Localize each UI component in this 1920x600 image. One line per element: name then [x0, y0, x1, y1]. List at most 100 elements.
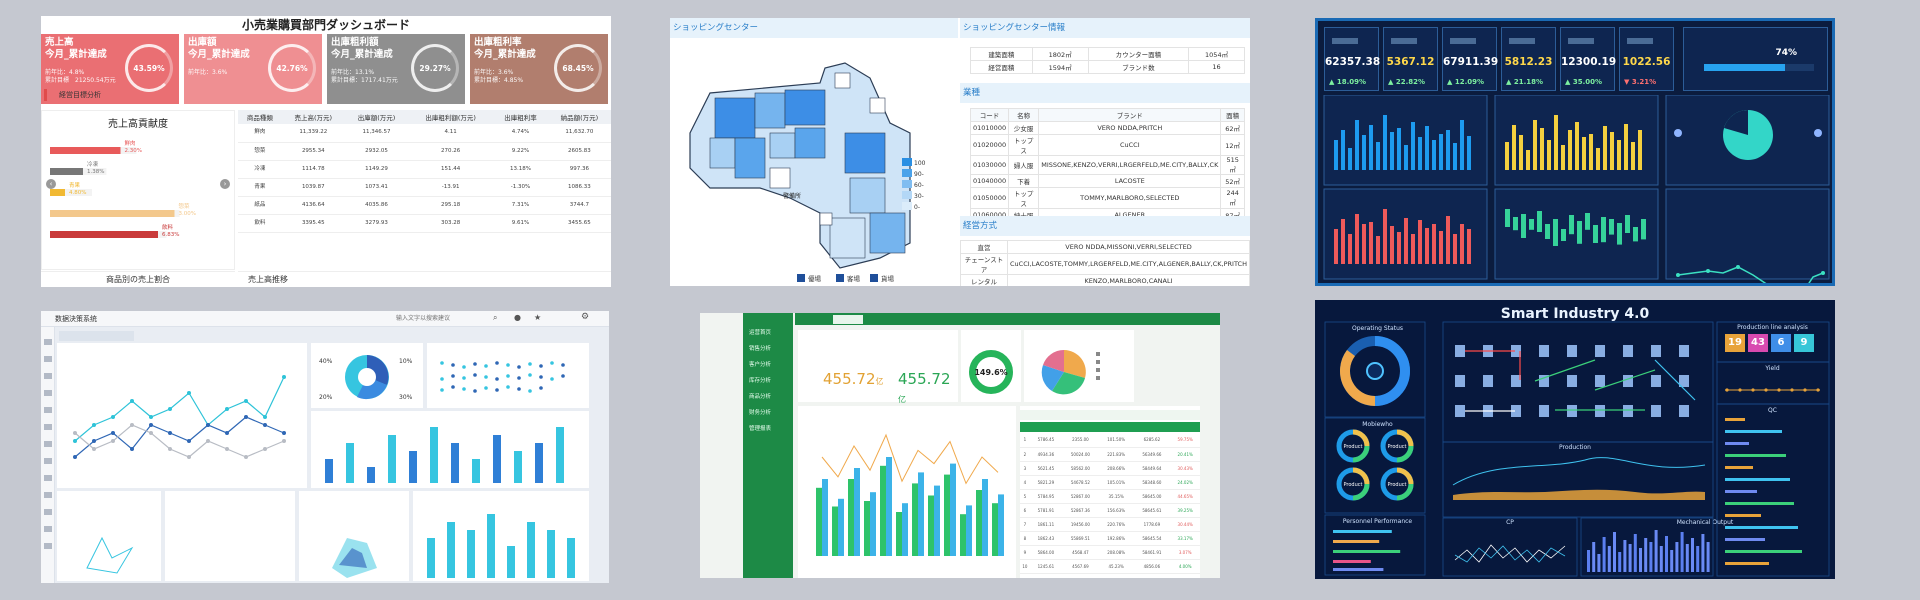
gear-icon[interactable]: ⚙	[581, 312, 590, 322]
qc-bar	[1725, 526, 1798, 529]
table-row[interactable]: 飲料 3395.45 3279.93 303.28 9.61% 3455.65	[238, 214, 611, 233]
prev-arrow-icon[interactable]: ‹	[46, 179, 56, 189]
table-row[interactable]: 8 1862.43 55869.51 192.86% 58645.54 33.17%	[1020, 531, 1200, 545]
metric-change-value: 18.09%	[1336, 78, 1366, 86]
yield-point	[1738, 388, 1742, 392]
candle	[1545, 224, 1550, 239]
mech-bar	[1685, 544, 1689, 572]
bar-series-b	[870, 492, 876, 556]
table-row[interactable]: 2 4934.36 50024.00 221.83% 56349.66 20.41%	[1020, 447, 1200, 461]
contribution-bar	[50, 147, 121, 154]
kpi-card: 出庫粗利額 今月_累計達成 前年比：13.1% 累計目標：1717.41万元 2…	[327, 34, 465, 104]
bar	[1533, 120, 1537, 170]
side-menu-icon[interactable]	[44, 526, 52, 532]
table-header-cell: 出庫粗利額(万元)	[408, 110, 494, 124]
metric-change-value: 22.82%	[1395, 78, 1425, 86]
category-row[interactable]: 01010000 少女服 VERO NDDA,PRITCH 62㎡	[969, 121, 1245, 135]
bar	[487, 514, 495, 578]
table-row[interactable]: 9 5864.00 4568.47 208.08% 58461.91 3.07%	[1020, 545, 1200, 559]
category-row[interactable]: 01020000 トップス CuCCI 12㎡	[969, 134, 1245, 156]
line-point	[73, 455, 77, 459]
scatter-point	[451, 363, 455, 367]
sidebar-item[interactable]: 运营首页	[749, 330, 772, 336]
category-cell: 01010000	[969, 121, 1010, 135]
table-row[interactable]: 鮮肉 11,339.22 11,346.57 4.11 4.74% 11,632.70	[238, 124, 611, 143]
sidebar-item[interactable]: 库存分析	[749, 378, 772, 384]
next-arrow-icon[interactable]: ›	[220, 179, 230, 189]
table-row[interactable]: 7 1861.11 19456.00 220.76% 1778.69 30.44%	[1020, 517, 1200, 531]
candle	[1641, 219, 1646, 240]
line-point	[149, 431, 153, 435]
contribution-bar-rest	[158, 231, 167, 238]
side-menu-icon[interactable]	[44, 441, 52, 447]
bar	[1397, 232, 1401, 264]
side-menu-icon[interactable]	[44, 373, 52, 379]
table-row[interactable]: 紙品 4136.64 4035.86 295.18 7.31% 3744.7	[238, 196, 611, 215]
table-row[interactable]: 5 5784.95 52867.00 35.15% 58645.00 44.65%	[1020, 489, 1200, 503]
bell-icon[interactable]: ●	[514, 313, 521, 322]
category-row[interactable]: 01030000 婦人服 MISSONE,KENZO,VERRI,LRGERFELD…	[969, 155, 1245, 175]
side-menu-icon[interactable]	[44, 407, 52, 413]
table-row[interactable]: 3 5621.45 58562.00 208.66% 58449.64 30.43%	[1020, 461, 1200, 475]
frame	[1716, 361, 1830, 405]
side-menu-icon[interactable]	[44, 509, 52, 515]
sidebar-item[interactable]: 销售分析	[749, 346, 772, 352]
category-row[interactable]: 01040000 下着 LACOSTE 52㎡	[969, 174, 1245, 188]
radar-chart	[86, 536, 134, 574]
cp-line	[1454, 544, 1566, 563]
mech-bar	[1587, 550, 1590, 572]
table-row[interactable]: 10 1245.61 4567.69 45.23% 4856.06 4.00%	[1020, 559, 1200, 573]
table-cell: 青果	[238, 178, 282, 197]
side-menu-icon[interactable]	[44, 356, 52, 362]
side-menu-icon[interactable]	[44, 492, 52, 498]
table-row[interactable]: 1 5786.45 2355.00 101.50% 6285.62 59.75%	[1020, 433, 1200, 447]
side-menu-icon[interactable]	[44, 458, 52, 464]
kpi-card: 売上高 今月_累計達成 前年比：4.8% 累計目標 21250.54万元 43.…	[41, 34, 179, 104]
mech-bar	[1613, 532, 1616, 572]
bar	[1589, 134, 1593, 170]
count-badge: 6	[1771, 334, 1791, 352]
category-cell: 01030000	[969, 155, 1010, 175]
metric-card: 67911.39 ▲ 12.09%	[1442, 27, 1498, 91]
side-menu-icon[interactable]	[44, 543, 52, 549]
star-icon[interactable]: ★	[534, 313, 542, 322]
table-cell: 3744.7	[547, 196, 611, 215]
bar-chart	[816, 433, 1004, 556]
frame	[1716, 403, 1830, 577]
tab-bar[interactable]	[59, 331, 134, 341]
bar	[1348, 234, 1352, 264]
bar	[1411, 234, 1415, 264]
flow-node	[1539, 375, 1549, 387]
sidebar-item[interactable]: 管理报表	[749, 426, 772, 432]
table-cell: 9.61%	[493, 214, 548, 233]
side-menu-icon[interactable]	[44, 390, 52, 396]
data-table-card: 1 5786.45 2355.00 101.50% 6285.62 59.75% 2 4934…	[1020, 406, 1200, 578]
category-row[interactable]: 01050000 トップス TOMMY,MARLBORO,SELECTED 244㎡	[969, 187, 1245, 209]
table-row[interactable]: 青果 1039.87 1073.41 -13.91 -1.30% 1086.33	[238, 178, 611, 197]
table-cell: 1861.11	[1037, 521, 1055, 527]
side-menu-icon[interactable]	[44, 475, 52, 481]
table-row[interactable]: 6 5781.91 52867.36 156.63% 58645.61 39.25%	[1020, 503, 1200, 517]
progress-fill	[1704, 64, 1786, 71]
flow-node	[1455, 345, 1465, 357]
bar	[1617, 140, 1621, 170]
bar	[514, 451, 522, 483]
side-menu-icon[interactable]	[44, 339, 52, 345]
sidebar-item[interactable]: 商品分析	[749, 394, 772, 400]
table-row[interactable]: 4 5821.29 54678.52 105.01% 58348.60 24.02%	[1020, 475, 1200, 489]
floor-plan[interactable]: 警備所 100 90- 60- 30- 0- 優場 客場 貨場	[670, 38, 958, 286]
table-row[interactable]: 惣菜 2955.34 2932.05 270.26 9.22% 2605.83	[238, 142, 611, 161]
sidebar-item[interactable]: 客户分析	[749, 362, 772, 368]
metric-change-value: 12.09%	[1454, 78, 1484, 86]
table-cell: 208.08%	[1107, 549, 1126, 555]
active-tab[interactable]	[833, 315, 863, 324]
search-icon[interactable]: ⌕	[493, 313, 498, 322]
product-label: Product	[1388, 482, 1407, 488]
search-input[interactable]	[396, 314, 486, 324]
mech-bar	[1633, 534, 1637, 572]
product-donut-segment	[1396, 429, 1414, 447]
metric-value: 12300.19	[1561, 56, 1617, 68]
side-menu-icon[interactable]	[44, 424, 52, 430]
sidebar-item[interactable]: 财务分析	[749, 410, 772, 416]
table-row[interactable]: 冷凍 1114.78 1149.29 151.44 13.18% 997.36	[238, 160, 611, 179]
